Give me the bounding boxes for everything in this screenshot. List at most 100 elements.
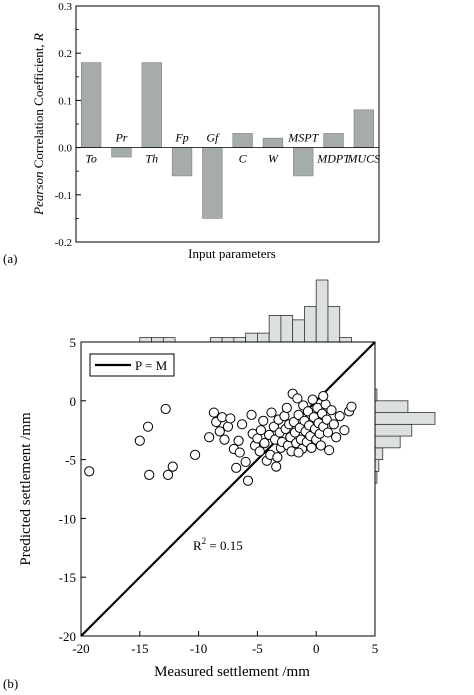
scatter-point [219,434,230,445]
scatter-point [254,446,265,457]
bar-to [81,62,102,148]
param-label-c: C [239,152,248,166]
r-squared-sup: 2 [202,536,207,546]
scatter-point [321,414,332,425]
bar-th [141,62,162,148]
bar-pr [111,147,132,158]
panel-a: -0.2 -0.1 0.0 0.1 0.2 0.3 To Pr Th Fp Gf C W MSPT MDP… [3,1,380,266]
scatter-point [315,440,327,451]
panel-a-ylabel-rest: Correlation Coefficient, [31,41,46,171]
param-label-gf: Gf [206,131,220,145]
scatter-point [134,435,145,446]
param-label-mdpt: MDPT [316,152,351,166]
hist-top-bar [151,337,164,343]
panel-a-ytick-label: -0.1 [55,190,72,202]
param-label-pr: Pr [114,131,127,145]
scatter-point [233,435,244,446]
reference-line-p-equals-m [80,341,376,637]
panel-b-ytick-label: 5 [70,335,77,350]
panel-a-ytick-label: 0.2 [58,48,72,60]
scatter-point [331,432,342,443]
scatter-point [246,409,257,421]
hist-top-bar [280,315,294,343]
panel-b-ylabel: Predicted settlement /mm [18,412,34,566]
scatter-point [271,461,282,472]
panel-a-ytick-label: 0.1 [58,95,72,107]
panel-b-xlabel: Measured settlement /mm [154,664,310,680]
bar-fp [171,147,193,177]
hist-top-bar [209,337,223,343]
hist-top-bar [233,337,247,343]
hist-top-bar [327,306,341,343]
panel-a-ylabel-var: R [31,33,46,42]
scatter-point [292,393,303,404]
hist-right-bar [374,459,380,472]
panel-b-xtick-label: -5 [252,641,263,656]
scatter-point [326,405,337,416]
scatter-point [214,426,225,437]
panel-a-ylabel-italic: Pearson [31,172,46,216]
scatter-point [204,432,215,443]
scatter-point [144,469,155,480]
hist-top-bar [304,306,317,343]
scatter-point [84,466,95,477]
param-label-mspt: MSPT [287,131,319,145]
hist-top-bar [245,332,258,343]
scatter-point [234,447,245,458]
param-label-to: To [85,152,97,166]
scatter-point [217,412,228,423]
panel-a-xlabel: Input parameters [188,246,276,261]
panel-b-ytick-label: 0 [70,394,77,409]
hist-top-bar [268,315,282,343]
param-label-th: Th [145,152,158,166]
hist-right-bar [374,412,436,425]
scatter-point [258,415,269,426]
hist-right-bar [374,435,401,449]
param-label-w: W [268,152,279,166]
scatter-point [281,402,292,413]
scatter-point [346,401,357,412]
param-label-fp: Fp [174,131,188,145]
scatter-point [318,390,329,402]
panel-b-frame [80,341,376,637]
hist-top-bar [139,337,152,343]
scatter-point [334,410,345,422]
param-label-mucs: MUCS [347,152,381,166]
scatter-point [339,425,350,436]
legend: P = M [89,353,175,377]
scatter-point [272,452,283,463]
scatter-point [293,447,304,458]
legend-label: P = M [135,358,168,373]
bar-gf [202,147,223,219]
scatter-point [324,445,335,456]
hist-right-bar [374,400,409,413]
scatter-point [231,462,242,473]
scatter-point [240,456,251,468]
scatter-point [160,403,171,415]
panel-b-ytick-label: -5 [65,453,76,468]
panel-a-ylabel: Pearson Correlation Coefficient, R [31,33,46,216]
scatter-point [167,461,178,472]
hist-right-bar [374,423,413,437]
panel-a-ytick-label: 0.0 [58,143,72,155]
r-squared-base: R [193,538,202,553]
hist-right-bar [374,447,384,460]
scatter-point [225,413,236,424]
panel-b-xtick-label: -15 [131,641,148,656]
bar-w [262,137,284,148]
panel-a-frame [75,5,380,243]
scatter-point [328,419,339,430]
bar-mspt [293,147,314,177]
hist-top-bar [162,337,176,343]
scatter-point [255,425,267,436]
scatter-point [242,475,254,486]
scatter-point [322,427,334,438]
scatter-point [266,407,277,418]
bar-mucs [353,109,374,148]
hist-top-bar [221,337,235,343]
r-squared-rest: = 0.15 [206,538,243,553]
panel-b-label: (b) [3,676,18,691]
hist-top-bar [292,319,305,343]
panel-b-ytick-label: -10 [59,511,76,526]
